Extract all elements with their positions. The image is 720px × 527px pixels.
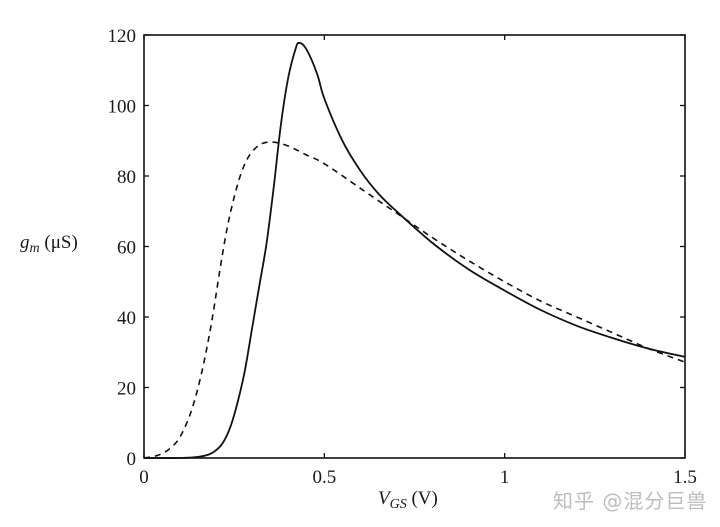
y-tick-label: 100 <box>108 97 137 118</box>
x-tick-label: 1 <box>500 467 510 488</box>
y-axis-label-unit: (μS) <box>40 232 78 253</box>
y-axis-label-sub: m <box>30 241 40 256</box>
watermark: 知乎 @混分巨兽 <box>553 489 708 513</box>
x-axis-label: VGS (V) <box>378 488 438 512</box>
solid-curve <box>143 41 686 459</box>
x-axis-label-main: V <box>378 488 392 509</box>
x-axis-label-unit: (V) <box>407 488 438 509</box>
axis-ticks <box>143 34 686 459</box>
y-axis-label: gm (μS) <box>20 232 78 256</box>
plot-frame <box>143 34 686 459</box>
dashed-curve <box>143 141 686 459</box>
x-axis-label-sub: GS <box>390 497 407 512</box>
y-axis-label-main: g <box>20 232 30 253</box>
y-tick-label: 80 <box>117 167 136 188</box>
y-tick-label: 120 <box>108 26 137 47</box>
y-tick-label: 20 <box>117 379 136 400</box>
x-tick-label: 0 <box>139 467 149 488</box>
y-tick-label: 40 <box>117 308 136 329</box>
y-tick-label: 60 <box>117 238 136 259</box>
x-tick-label: 1.5 <box>673 467 697 488</box>
x-tick-label: 0.5 <box>312 467 336 488</box>
tick-labels: 0 20 40 60 80 100 120 0 0.5 1 1.5 <box>108 26 697 488</box>
y-tick-label: 0 <box>127 449 137 470</box>
